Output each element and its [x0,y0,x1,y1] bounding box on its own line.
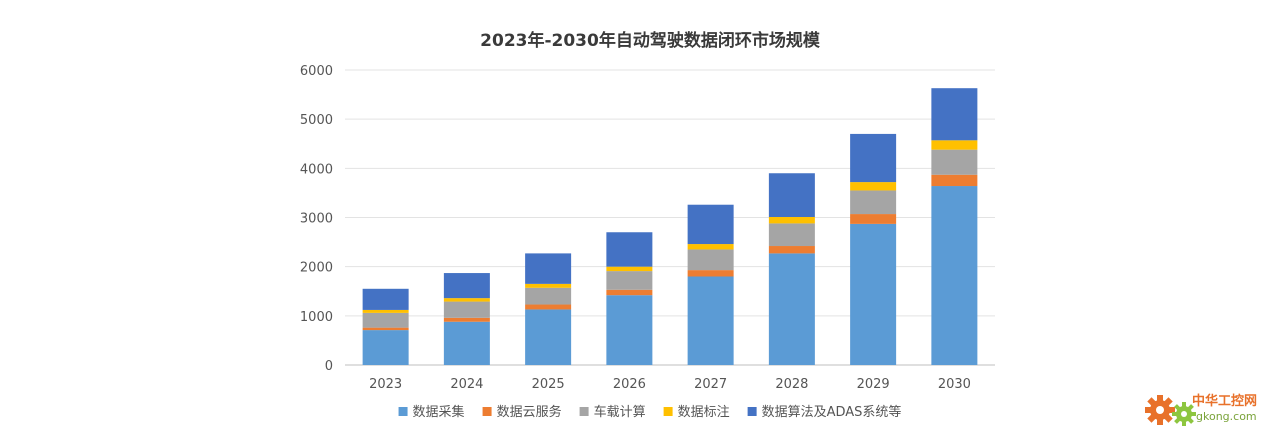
bar-segment [687,270,734,277]
x-tick-label: 2027 [694,377,727,392]
bar-segment [850,190,897,215]
legend-item: 车载计算 [579,404,646,420]
bar-segment [362,327,409,331]
bar-segment [850,182,897,191]
y-axis-tick-labels: 0 1000 2000 3000 4000 5000 6000 [300,64,333,374]
bar-segment [606,266,653,272]
bar-segment [362,312,409,328]
x-tick-label: 2023 [369,377,402,392]
bar-series [362,88,978,365]
bar-segment [850,223,897,365]
bar-segment [768,253,815,365]
x-axis-tick-labels: 2023 2024 2025 2026 2027 2028 2029 2030 [369,377,971,392]
bar-segment [687,249,734,271]
y-tick-label: 1000 [300,310,333,325]
bar-segment [443,317,490,322]
chart-title: 2023年-2030年自动驾驶数据闭环市场规模 [480,30,821,51]
legend-item: 数据算法及ADAS系统等 [747,404,902,420]
x-tick-label: 2028 [775,377,808,392]
watermark-logo: 中华工控网 gkong.com [1140,384,1275,436]
bar-segment [525,283,572,288]
bar-segment [525,304,572,310]
bar-segment [606,289,653,296]
bar-segment [443,321,490,365]
gridlines [345,69,995,366]
legend-swatch [747,407,757,416]
bar-segment [931,149,978,175]
bar-segment [362,288,409,310]
legend-label: 数据标注 [678,405,730,420]
bar-segment [850,133,897,183]
bar-segment [687,204,734,245]
bar-segment [768,217,815,224]
bar-segment [362,309,409,313]
legend-swatch [398,407,408,416]
bar-segment [931,88,978,141]
bar-segment [931,186,978,365]
bar-segment [687,276,734,365]
watermark-url: gkong.com [1196,410,1257,423]
bar-segment [362,330,409,365]
legend-swatch [663,407,673,416]
x-tick-label: 2026 [613,377,646,392]
y-tick-label: 6000 [300,64,333,79]
bar-segment [768,223,815,247]
legend-label: 数据算法及ADAS系统等 [762,404,902,420]
legend-label: 数据云服务 [497,404,562,420]
bar-segment [687,244,734,250]
legend-label: 车载计算 [594,404,646,420]
x-tick-label: 2029 [857,377,890,392]
legend-item: 数据标注 [663,405,730,420]
bar-segment [525,253,572,284]
y-tick-label: 2000 [300,261,333,276]
x-tick-label: 2024 [450,377,483,392]
bar-segment [768,173,815,218]
y-tick-label: 3000 [300,212,333,227]
bar-segment [525,287,572,305]
y-tick-label: 5000 [300,113,333,128]
bar-segment [443,273,490,299]
y-tick-label: 4000 [300,162,333,177]
bar-segment [931,140,978,150]
gear-icon [1145,395,1196,426]
bar-segment [931,174,978,187]
x-tick-label: 2030 [938,377,971,392]
legend-swatch [482,407,492,416]
bar-segment [443,301,490,318]
legend-item: 数据采集 [398,404,465,420]
legend-swatch [579,407,589,416]
y-tick-label: 0 [325,359,333,374]
bar-segment [525,309,572,365]
bar-segment [606,295,653,365]
bar-segment [606,271,653,290]
legend-item: 数据云服务 [482,404,562,420]
x-tick-label: 2025 [532,377,565,392]
legend-label: 数据采集 [413,404,465,420]
legend: 数据采集 数据云服务 车载计算 数据标注 数据算法及ADAS系统等 [398,404,902,420]
bar-segment [850,214,897,224]
bar-segment [768,246,815,254]
bar-segment [443,298,490,302]
bar-segment [606,232,653,267]
watermark-text: 中华工控网 [1192,394,1258,409]
